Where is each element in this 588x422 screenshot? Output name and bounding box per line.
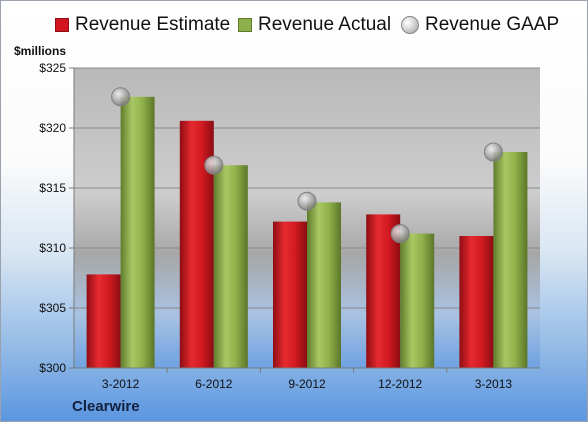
y-axis-ticks: $300 $305 $310 $315 $320 $325 [39,61,74,375]
x-tick-label: 6-2012 [195,377,233,391]
x-tick-label: 9-2012 [288,377,326,391]
legend: Revenue Estimate Revenue Actual Revenue … [0,14,588,44]
bar-revenue-actual [213,165,248,368]
bar-revenue-estimate [459,236,494,368]
legend-label-estimate: Revenue Estimate [75,14,231,35]
bar-revenue-actual [120,96,155,369]
y-tick-label: $315 [39,181,66,195]
bar-revenue-estimate [86,274,121,368]
x-tick-label: 12-2012 [378,377,422,391]
y-tick-label: $300 [39,361,66,375]
marker-revenue-gaap [204,155,224,175]
legend-label-actual: Revenue Actual [258,14,392,35]
bars [86,96,528,369]
y-tick-label: $320 [39,121,66,135]
legend-item-revenue-actual: Revenue Actual [238,14,391,36]
y-tick-label: $325 [39,61,66,75]
marker-revenue-gaap [390,224,410,244]
legend-item-revenue-gaap: Revenue GAAP [401,14,559,36]
x-tick-label: 3-2013 [475,377,513,391]
marker-revenue-gaap [111,87,131,107]
legend-marker-gaap-icon [401,16,419,34]
marker-revenue-gaap [297,191,317,211]
x-axis-ticks: 3-2012 6-2012 9-2012 12-2012 3-2013 [102,368,512,391]
bar-revenue-actual [400,233,435,368]
y-axis-unit-label: $millions [14,44,67,58]
legend-label-gaap: Revenue GAAP [425,14,560,35]
bar-revenue-actual [493,152,528,368]
legend-item-revenue-estimate: Revenue Estimate [55,14,230,36]
y-tick-label: $305 [39,301,66,315]
company-name: Clearwire [72,398,140,415]
y-tick-label: $310 [39,241,66,255]
legend-swatch-actual [238,18,252,32]
marker-revenue-gaap [483,142,503,162]
bar-revenue-actual [307,202,341,368]
gaap-markers [111,87,503,244]
bar-revenue-estimate [273,221,307,368]
legend-swatch-estimate [55,18,69,32]
x-tick-label: 3-2012 [102,377,140,391]
